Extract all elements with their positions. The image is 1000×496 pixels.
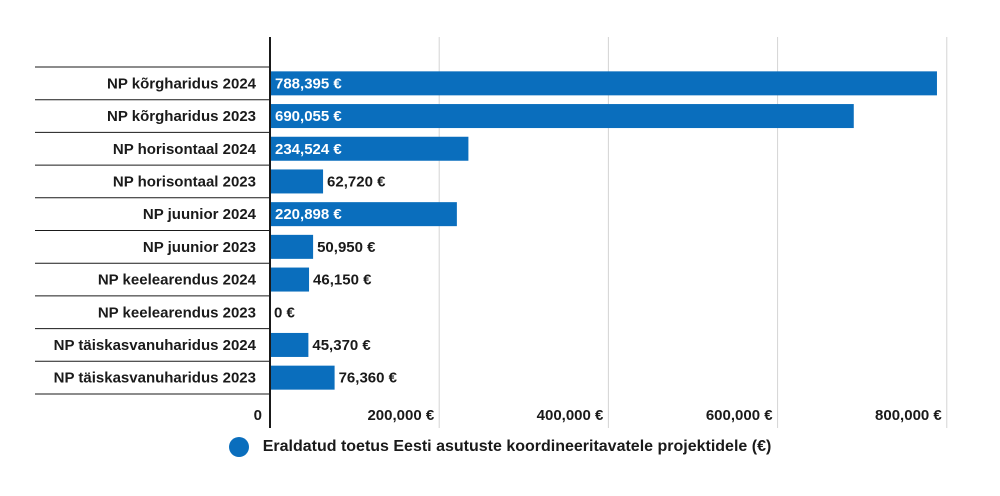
- data-label: 788,395 €: [275, 75, 342, 92]
- legend-swatch: [228, 437, 249, 457]
- bar: [270, 136, 469, 161]
- data-label: 690,055 €: [275, 108, 342, 125]
- bar: [270, 267, 310, 292]
- data-label: 234,524 €: [275, 141, 342, 158]
- value-labels: 788,395 € 690,055 € 234,524 € 62,720 € 220,8…: [274, 75, 398, 386]
- bar: [270, 104, 854, 129]
- category-label: NP keelearendus 2024: [98, 272, 257, 289]
- category-labels: NP kõrgharidus 2024 NP kõrgharidus 2023 NP…: [54, 75, 257, 386]
- bar: [270, 332, 309, 357]
- category-label: NP juunior 2023: [143, 239, 256, 256]
- bars: [270, 71, 937, 390]
- x-tick-label: 600,000 €: [706, 407, 773, 424]
- category-label: NP horisontaal 2023: [113, 173, 256, 190]
- category-label: NP kõrgharidus 2023: [107, 108, 256, 125]
- data-label: 62,720 €: [327, 173, 386, 190]
- bar: [270, 169, 324, 194]
- legend-label: Eraldatud toetus Eesti asutuste koordine…: [262, 438, 772, 455]
- x-tick-label: 200,000 €: [367, 407, 434, 424]
- data-label: 76,360 €: [339, 370, 398, 387]
- bar: [270, 202, 457, 227]
- x-tick-label: 0: [254, 407, 262, 424]
- data-label: 45,370 €: [312, 337, 371, 354]
- grid-lines: [438, 37, 948, 428]
- category-label: NP kõrgharidus 2024: [107, 75, 257, 92]
- data-label: 220,898 €: [275, 206, 342, 223]
- category-label: NP juunior 2024: [143, 206, 257, 223]
- data-label: 46,150 €: [313, 272, 372, 289]
- category-label: NP täiskasvanuharidus 2024: [54, 337, 257, 354]
- bar: [270, 71, 937, 96]
- data-label: 0 €: [274, 304, 296, 321]
- legend: Eraldatud toetus Eesti asutuste koordine…: [0, 437, 1000, 457]
- x-axis-tick-labels: 0 200,000 € 400,000 € 600,000 € 800,000 €: [254, 407, 943, 424]
- x-tick-label: 400,000 €: [537, 407, 604, 424]
- data-label: 50,950 €: [317, 239, 376, 256]
- x-tick-label: 800,000 €: [875, 407, 942, 424]
- category-label: NP horisontaal 2024: [113, 141, 257, 158]
- bar: [270, 365, 335, 390]
- row-separators: [35, 66, 270, 395]
- category-label: NP täiskasvanuharidus 2023: [54, 370, 256, 387]
- bar: [270, 234, 314, 259]
- category-label: NP keelearendus 2023: [98, 304, 256, 321]
